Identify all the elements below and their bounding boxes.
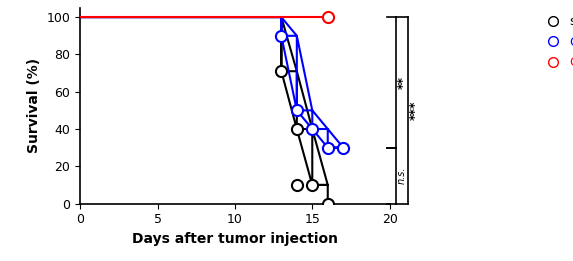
Text: ***: *** (409, 101, 422, 120)
Text: n.s.: n.s. (397, 167, 407, 184)
Legend: sPLA, Cyto, Cyto–sPLA: sPLA, Cyto, Cyto–sPLA (535, 10, 573, 74)
Text: **: ** (397, 76, 410, 89)
Y-axis label: Survival (%): Survival (%) (27, 58, 41, 153)
X-axis label: Days after tumor injection: Days after tumor injection (132, 232, 338, 246)
